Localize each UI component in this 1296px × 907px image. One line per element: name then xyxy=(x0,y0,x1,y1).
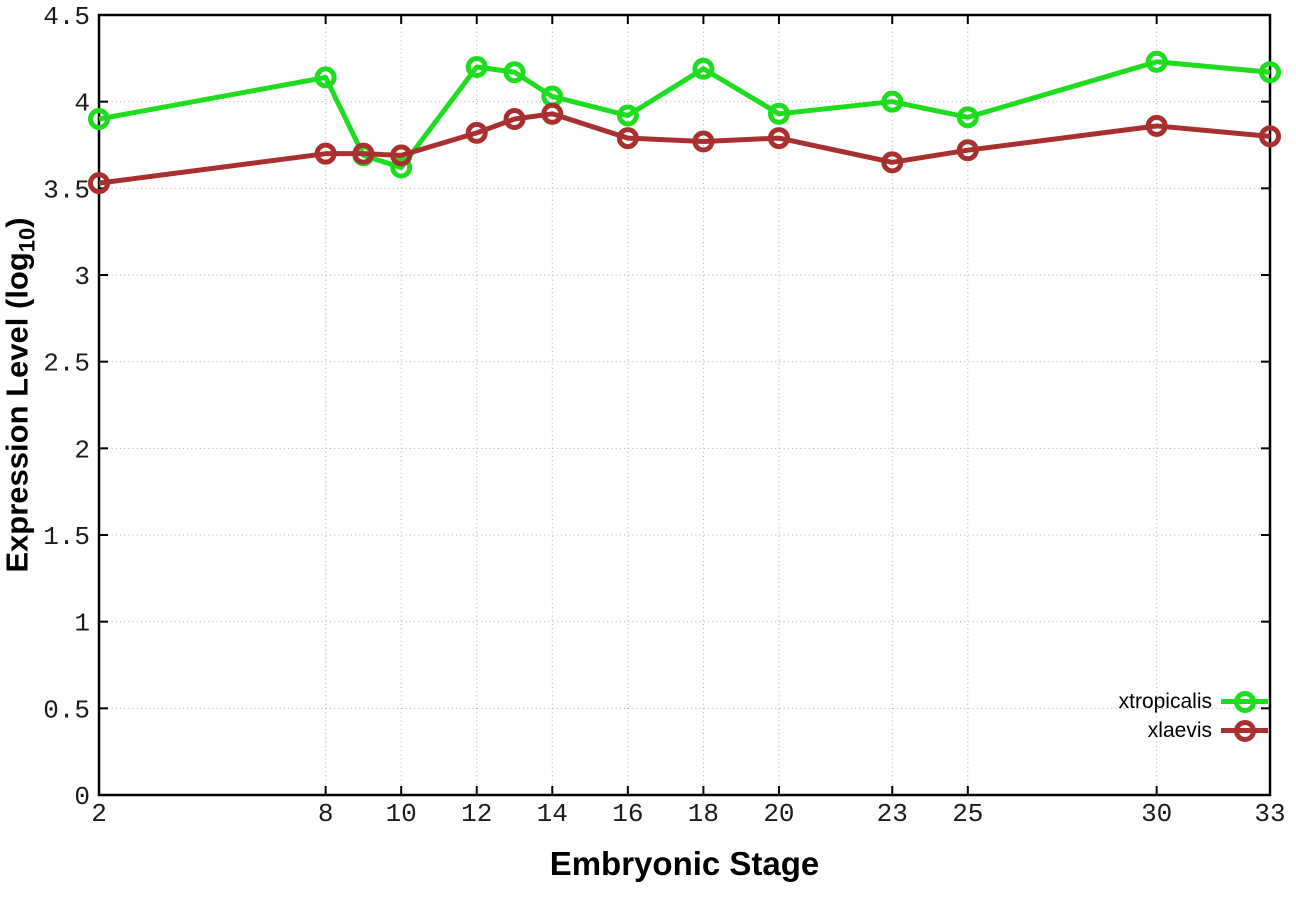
legend-item-xtropicalis: xtropicalis xyxy=(1119,687,1268,716)
y-tick-label: 1.5 xyxy=(43,522,90,552)
data-point-xtropicalis xyxy=(692,57,715,80)
tick-labels: 0 0.5 1 1.5 2 2.5 3 3.5 4 4.5 2 8 10 12 14 16 18 20 23 25 30… xyxy=(43,2,1285,829)
x-tick-label: 20 xyxy=(763,799,794,829)
x-tick-label: 33 xyxy=(1254,799,1285,829)
x-tick-label: 2 xyxy=(91,799,107,829)
y-tick-label: 0 xyxy=(74,782,90,812)
legend-label-xtropicalis: xtropicalis xyxy=(1118,689,1212,713)
data-point-xtropicalis xyxy=(314,66,337,89)
legend-label-xlaevis: xlaevis xyxy=(1147,718,1212,742)
data-point-xlaevis xyxy=(352,142,375,165)
y-tick-label: 2 xyxy=(74,435,90,465)
data-point-xlaevis xyxy=(541,102,564,125)
x-tick-label: 12 xyxy=(461,799,492,829)
series-xtropicalis xyxy=(88,50,1281,179)
data-point-xlaevis xyxy=(767,127,790,150)
data-point-xlaevis xyxy=(692,130,715,153)
data-point-xtropicalis xyxy=(88,108,110,130)
data-point-xtropicalis xyxy=(1145,50,1168,73)
x-tick-label: 23 xyxy=(877,799,908,829)
y-axis-title-subscript: 10 xyxy=(14,227,40,253)
data-point-xlaevis xyxy=(616,127,639,150)
open-circle-marker-icon xyxy=(1233,690,1256,713)
y-tick-label: 0.5 xyxy=(43,695,90,725)
x-tick-label: 8 xyxy=(318,799,334,829)
data-point-xtropicalis xyxy=(1259,61,1281,84)
legend: xtropicalis xlaevis xyxy=(1119,687,1268,745)
data-point-xlaevis xyxy=(956,139,979,162)
y-axis-title-text: Expression Level (log xyxy=(0,252,35,573)
series-xlaevis xyxy=(88,102,1281,195)
x-tick-label: 25 xyxy=(952,799,983,829)
x-axis-title: Embryonic Stage xyxy=(549,845,820,882)
x-tick-label: 14 xyxy=(537,799,568,829)
open-circle-marker-icon xyxy=(1233,719,1256,742)
data-point-xtropicalis xyxy=(881,90,904,113)
y-tick-label: 2.5 xyxy=(43,349,90,379)
data-point-xtropicalis xyxy=(616,104,639,127)
data-point-xlaevis xyxy=(314,142,337,165)
data-point-xtropicalis xyxy=(503,61,526,84)
data-point-xlaevis xyxy=(465,121,488,144)
data-point-xlaevis xyxy=(1259,125,1281,148)
data-point-xlaevis xyxy=(881,151,904,174)
y-axis-title: Expression Level (log10) xyxy=(0,217,41,572)
y-tick-label: 3.5 xyxy=(43,175,90,205)
y-tick-label: 3 xyxy=(74,262,90,292)
legend-item-xlaevis: xlaevis xyxy=(1119,716,1268,745)
y-axis-title-suffix: ) xyxy=(0,217,35,228)
plot-border xyxy=(97,13,1272,797)
x-tick-label: 16 xyxy=(612,799,643,829)
y-tick-label: 1 xyxy=(74,609,90,639)
data-point-xlaevis xyxy=(390,144,413,167)
legend-marker-xtropicalis xyxy=(1221,690,1268,713)
data-point-xlaevis xyxy=(1145,114,1168,137)
x-tick-label: 10 xyxy=(386,799,417,829)
data-point-xtropicalis xyxy=(767,102,790,125)
x-tick-label: 18 xyxy=(688,799,719,829)
data-point-xlaevis xyxy=(503,108,526,130)
data-point-xtropicalis xyxy=(390,156,413,179)
legend-marker-xlaevis xyxy=(1221,719,1268,742)
y-tick-label: 4.5 xyxy=(43,2,90,32)
y-tick-label: 4 xyxy=(74,89,90,119)
x-tick-label: 30 xyxy=(1141,799,1172,829)
data-point-xlaevis xyxy=(88,172,110,195)
data-point-xtropicalis xyxy=(465,56,488,78)
data-point-xtropicalis xyxy=(956,106,979,129)
